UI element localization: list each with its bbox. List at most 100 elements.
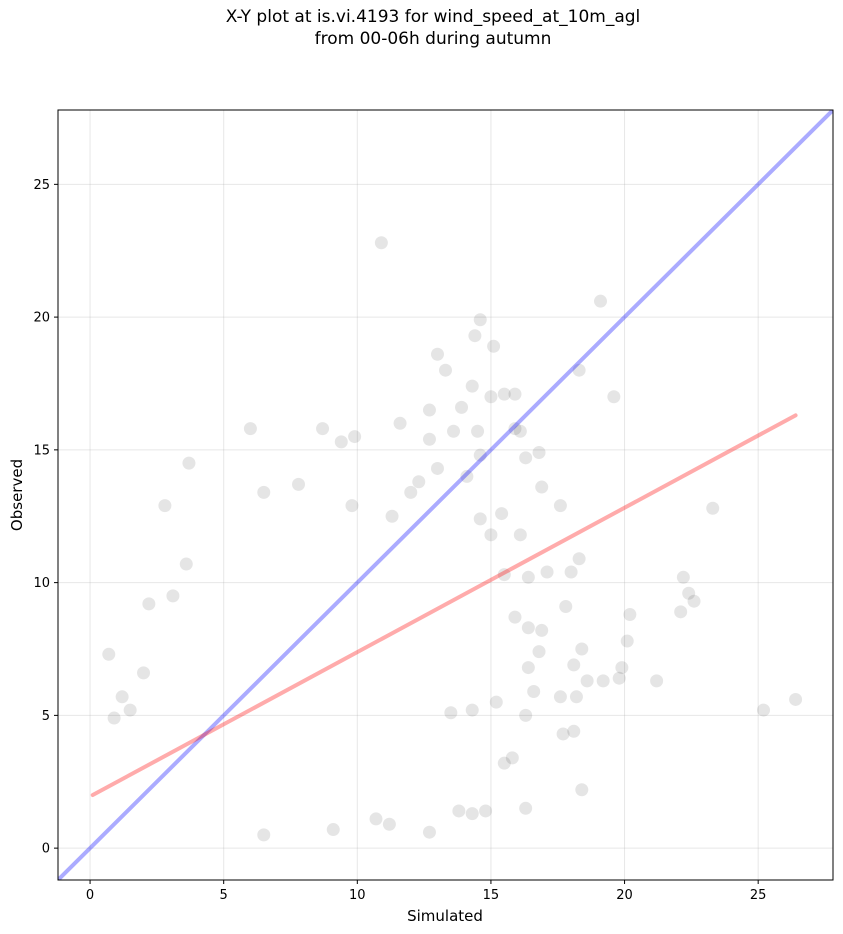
data-point — [142, 597, 156, 611]
data-point — [519, 708, 533, 722]
data-point — [674, 605, 688, 619]
data-point — [508, 610, 522, 624]
data-point — [444, 706, 458, 720]
data-point — [115, 690, 129, 704]
data-point — [473, 448, 487, 462]
data-point — [687, 594, 701, 608]
x-tick-label: 15 — [483, 888, 500, 903]
data-point — [430, 461, 444, 475]
data-point — [257, 485, 271, 499]
data-point — [484, 390, 498, 404]
data-point — [521, 661, 535, 675]
data-point — [594, 294, 607, 308]
x-tick-label: 0 — [86, 888, 94, 903]
x-tick-label: 5 — [220, 888, 228, 903]
data-point — [473, 313, 487, 327]
data-point — [615, 661, 629, 675]
x-tick-label: 10 — [349, 888, 366, 903]
data-point — [519, 451, 533, 465]
data-point — [465, 807, 479, 821]
data-point — [607, 390, 621, 404]
data-point — [182, 456, 196, 470]
data-point — [334, 435, 348, 449]
data-point — [412, 475, 426, 489]
y-tick-label: 10 — [33, 576, 50, 591]
data-point — [623, 607, 637, 621]
data-point — [521, 570, 535, 584]
data-point — [107, 711, 121, 725]
data-point — [513, 528, 527, 542]
data-point — [676, 570, 690, 584]
scatter-points — [102, 236, 803, 842]
data-point — [513, 424, 527, 438]
data-point — [572, 552, 586, 566]
data-point — [508, 422, 522, 436]
y-tick-label: 20 — [33, 311, 50, 326]
data-point — [505, 751, 519, 765]
data-point — [489, 695, 503, 709]
y-tick-label: 5 — [42, 709, 50, 724]
grid — [58, 110, 833, 880]
data-point — [404, 485, 418, 499]
x-tick-label: 25 — [750, 888, 767, 903]
data-point — [540, 565, 554, 579]
reference-lines — [58, 110, 833, 880]
x-axis-ticks: 0 5 10 15 20 25 — [86, 880, 767, 903]
data-point — [706, 501, 720, 515]
y-axis-label: Observed — [8, 459, 26, 531]
data-point — [316, 422, 330, 436]
data-point — [567, 658, 581, 672]
data-point — [596, 674, 610, 688]
data-point — [569, 690, 583, 704]
data-point — [292, 477, 306, 491]
data-point — [556, 727, 570, 741]
data-point — [553, 499, 567, 513]
data-point — [508, 387, 522, 401]
data-point — [535, 623, 549, 637]
y-axis-ticks: 0 5 10 15 20 25 — [33, 178, 58, 857]
data-point — [447, 424, 461, 438]
data-point — [497, 568, 511, 582]
data-point — [439, 363, 452, 377]
data-point — [345, 499, 359, 513]
data-point — [612, 671, 626, 685]
data-point — [497, 756, 511, 770]
y-tick-label: 25 — [33, 178, 50, 193]
data-point — [158, 499, 172, 513]
x-tick-label: 20 — [616, 888, 633, 903]
data-point — [519, 801, 533, 815]
y-tick-label: 15 — [33, 443, 50, 458]
data-point — [326, 823, 340, 837]
data-point — [468, 329, 482, 343]
data-point — [382, 817, 396, 831]
data-point — [374, 236, 388, 250]
data-point — [575, 642, 589, 656]
data-point — [789, 692, 803, 706]
linear-fit-line — [90, 413, 798, 798]
data-point — [757, 703, 771, 717]
data-point — [572, 363, 586, 377]
data-point — [495, 507, 509, 521]
data-point — [179, 557, 193, 571]
data-point — [521, 621, 535, 635]
data-point — [497, 387, 511, 401]
data-point — [166, 589, 180, 603]
data-point — [422, 432, 436, 446]
data-point — [123, 703, 137, 717]
data-point — [393, 416, 407, 430]
data-point — [348, 430, 362, 444]
data-point — [575, 783, 589, 797]
data-point — [535, 480, 549, 494]
data-point — [460, 469, 474, 483]
data-point — [484, 528, 498, 542]
data-point — [567, 724, 581, 738]
data-point — [532, 645, 546, 659]
data-point — [527, 684, 541, 698]
data-point — [465, 703, 479, 717]
data-point — [682, 586, 696, 600]
x-axis-label: Simulated — [407, 907, 483, 925]
one-to-one-line — [58, 110, 833, 880]
data-point — [471, 424, 485, 438]
